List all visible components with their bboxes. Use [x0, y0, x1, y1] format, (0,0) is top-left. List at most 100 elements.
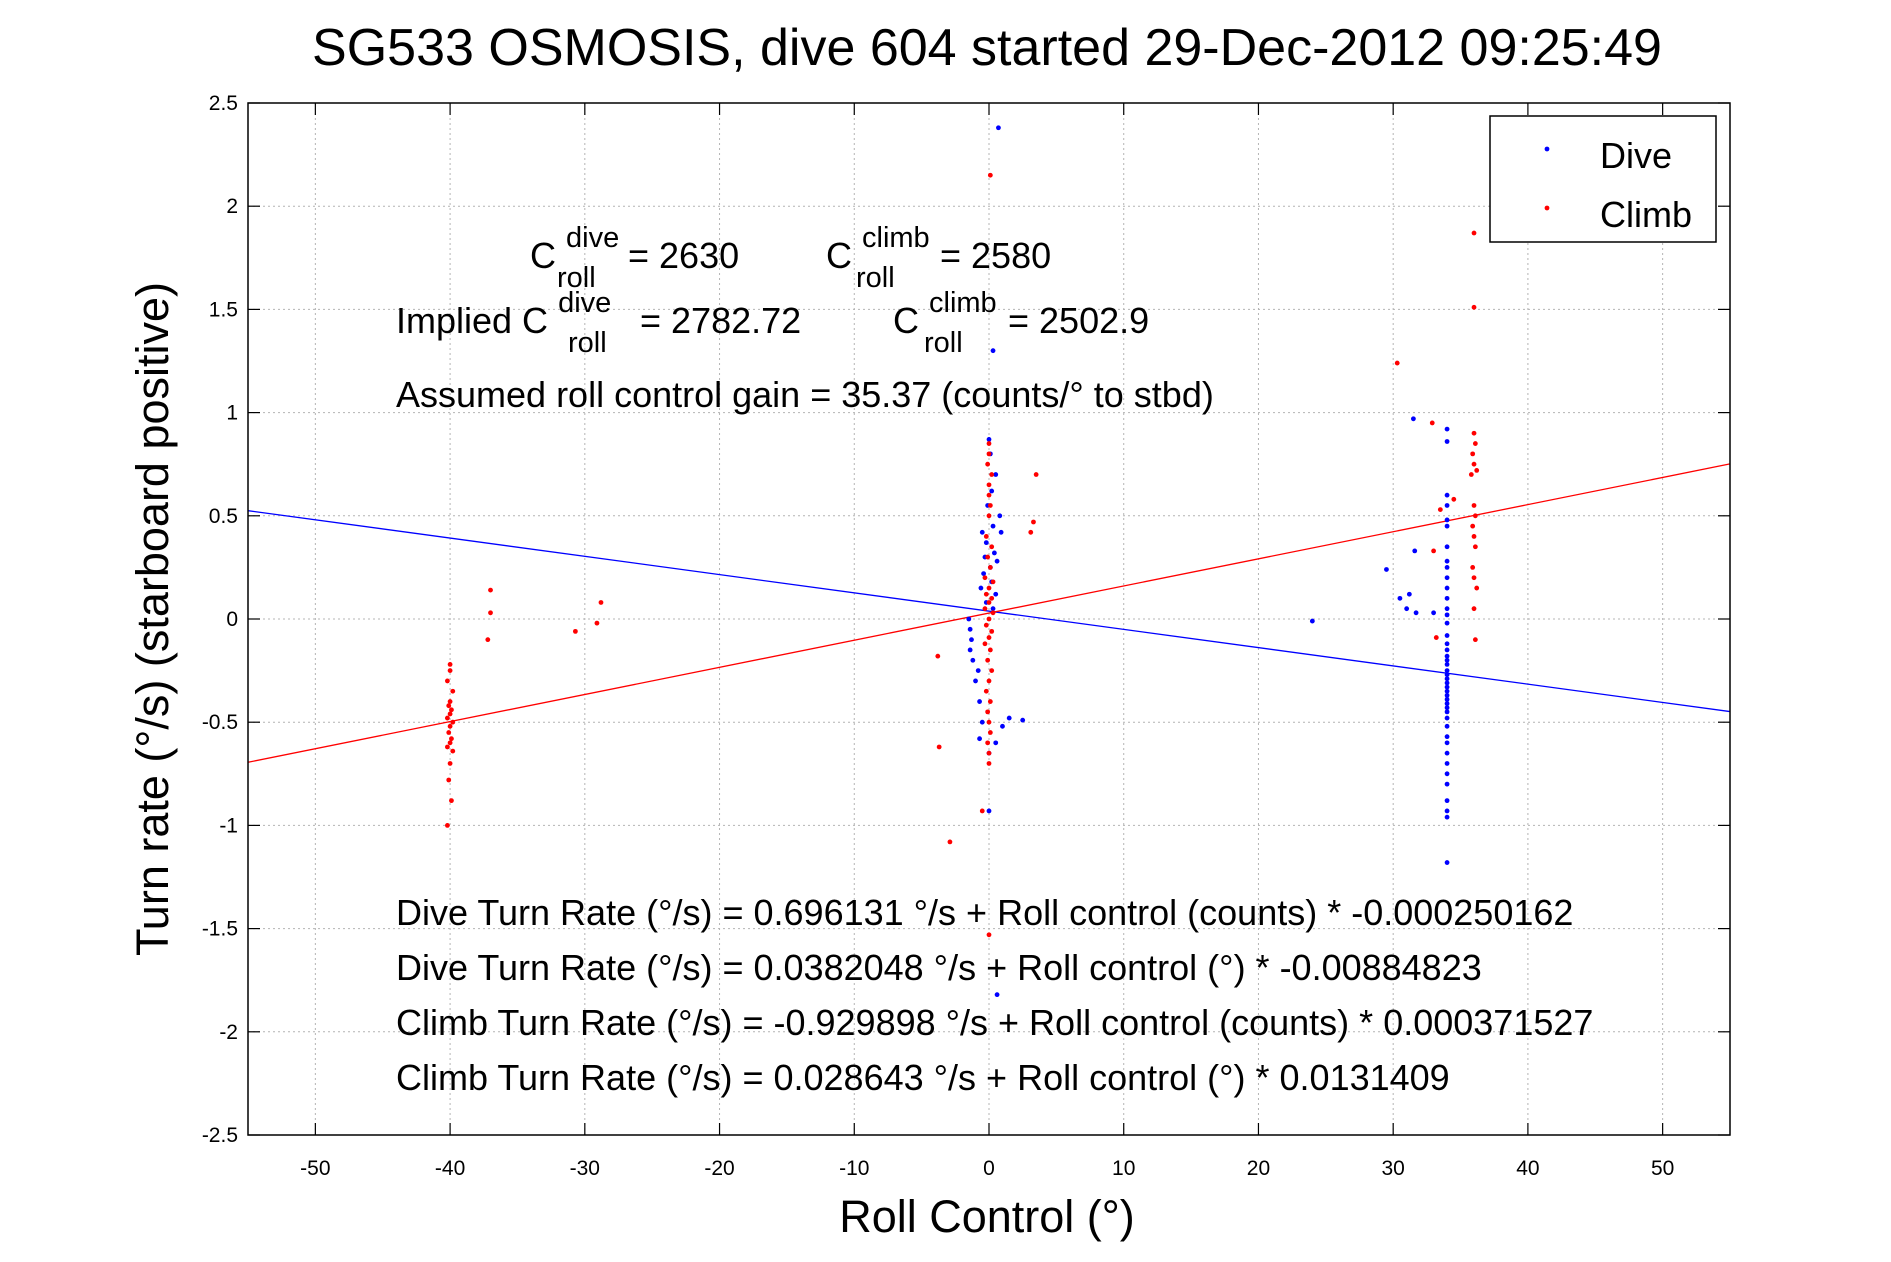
data-point: [1474, 467, 1480, 473]
c-roll-climb-base: C: [826, 235, 852, 276]
x-tick-label: 10: [1112, 1157, 1135, 1180]
implied-dive-sub: roll: [568, 327, 607, 359]
data-point: [449, 707, 454, 713]
data-point: [975, 668, 981, 673]
data-point: [1444, 761, 1450, 766]
data-point: [1397, 595, 1403, 601]
data-point: [1444, 740, 1450, 746]
data-point: [1444, 723, 1450, 729]
data-point: [1472, 513, 1478, 519]
data-point: [1429, 420, 1435, 426]
data-point: [1471, 304, 1477, 310]
y-tick-label: -1.5: [202, 918, 238, 941]
data-point: [1431, 548, 1436, 554]
data-point: [1444, 653, 1450, 659]
data-point: [446, 703, 452, 709]
data-point: [446, 777, 452, 783]
data-point: [485, 637, 491, 643]
data-point: [936, 744, 942, 750]
data-point: [986, 761, 992, 766]
data-point: [1444, 606, 1450, 612]
data-point: [449, 798, 454, 804]
fit-line-dive: [247, 510, 1731, 713]
y-axis-title: Turn rate (°/s) (starboard positive): [127, 282, 178, 956]
data-point: [1406, 591, 1412, 597]
data-point: [1444, 620, 1450, 626]
data-point: [1444, 814, 1450, 820]
data-point: [1472, 441, 1478, 446]
data-point: [1444, 676, 1450, 682]
data-point: [1437, 507, 1443, 513]
data-point: [1471, 606, 1477, 612]
legend: Dive Climb: [1489, 115, 1717, 243]
data-point: [1474, 585, 1480, 591]
data-point: [985, 740, 991, 746]
data-point: [982, 575, 988, 581]
c-roll-climb-sup: climb: [862, 222, 930, 254]
data-point: [1444, 662, 1450, 667]
data-point: [990, 348, 996, 354]
data-point: [1444, 647, 1450, 653]
data-point: [450, 719, 456, 725]
data-point: [981, 571, 987, 576]
data-point: [1444, 426, 1450, 432]
data-point: [1444, 585, 1450, 591]
data-point: [935, 653, 941, 659]
data-point: [447, 699, 453, 704]
series-dive: [966, 125, 1450, 998]
data-point: [990, 610, 996, 616]
data-point: [1394, 360, 1400, 366]
data-point: [1000, 723, 1005, 729]
data-point: [444, 678, 450, 684]
data-point: [1470, 523, 1476, 529]
implied-dive-sup: dive: [558, 287, 611, 319]
data-point: [991, 550, 997, 556]
data-point: [1410, 416, 1416, 422]
legend-box: [1489, 115, 1717, 243]
data-point: [1470, 451, 1476, 457]
data-point: [1472, 637, 1478, 643]
gain-annotation: Assumed roll control gain = 35.37 (count…: [396, 374, 1214, 415]
data-point: [1471, 534, 1477, 539]
data-point: [447, 711, 453, 717]
y-tick-label: -2.5: [202, 1124, 238, 1147]
data-point: [444, 744, 450, 750]
data-point: [572, 628, 578, 634]
data-point: [444, 823, 450, 828]
data-point: [1444, 688, 1450, 694]
data-point: [1444, 701, 1450, 707]
y-tick-label: 0.5: [209, 505, 238, 528]
data-point: [1444, 771, 1450, 777]
x-tick-label: -20: [704, 1157, 734, 1180]
data-point: [1384, 567, 1389, 572]
legend-dive-label: Dive: [1600, 135, 1672, 176]
implied-label: Implied C: [396, 300, 548, 341]
data-point: [986, 808, 992, 814]
data-point: [1444, 781, 1450, 787]
data-point: [1444, 439, 1450, 444]
y-tick-label: 0: [226, 608, 238, 631]
data-point: [450, 748, 456, 754]
data-point: [1444, 697, 1450, 702]
data-point: [983, 591, 989, 597]
data-point: [1444, 595, 1450, 601]
data-point: [987, 647, 993, 653]
data-point: [985, 554, 991, 560]
data-point: [979, 808, 985, 814]
x-tick-label: -30: [570, 1157, 600, 1180]
data-point: [973, 678, 978, 684]
data-point: [982, 606, 988, 612]
data-point: [994, 558, 1000, 564]
implied-c-roll-climb-annotation: C climb roll = 2502.9: [893, 279, 1149, 360]
data-point: [969, 637, 974, 643]
data-point: [987, 172, 993, 178]
data-point: [967, 647, 973, 653]
data-point: [993, 740, 999, 746]
data-point: [1444, 558, 1450, 564]
data-point: [449, 736, 454, 742]
data-point: [1444, 798, 1450, 804]
data-point: [986, 492, 992, 498]
data-point: [1413, 610, 1419, 616]
data-point: [1433, 635, 1439, 640]
